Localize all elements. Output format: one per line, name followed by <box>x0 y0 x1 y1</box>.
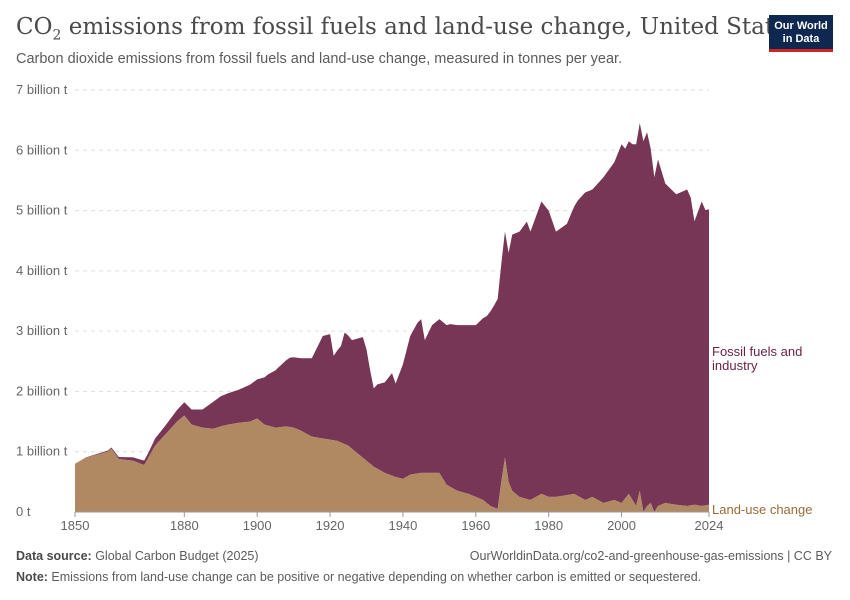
x-tick-label: 1850 <box>61 518 90 533</box>
owid-logo[interactable]: Our World in Data <box>769 15 833 52</box>
x-tick-label: 1900 <box>243 518 272 533</box>
page-subtitle: Carbon dioxide emissions from fossil fue… <box>16 51 623 67</box>
chart-note: Note: Emissions from land-use change can… <box>16 570 702 584</box>
x-tick-label: 1920 <box>316 518 345 533</box>
x-tick-label: 1960 <box>461 518 490 533</box>
x-tick-label: 1980 <box>534 518 563 533</box>
series-area-fossil-fuels[interactable] <box>75 123 709 513</box>
y-tick-label: 2 billion t <box>16 383 68 398</box>
x-tick-label: 2024 <box>695 518 724 533</box>
x-tick-label: 1880 <box>170 518 199 533</box>
x-tick-label: 2000 <box>607 518 636 533</box>
y-tick-label: 1 billion t <box>16 444 68 459</box>
y-tick-label: 4 billion t <box>16 263 68 278</box>
series-label-land-use-change: Land-use change <box>712 502 812 517</box>
y-tick-label: 7 billion t <box>16 82 68 97</box>
series-label-fossil-fuels: Fossil fuels and <box>712 344 802 359</box>
y-tick-label: 3 billion t <box>16 323 68 338</box>
data-source: Data source: Global Carbon Budget (2025) <box>16 549 259 563</box>
y-tick-label: 5 billion t <box>16 203 68 218</box>
y-tick-label: 0 t <box>16 504 31 519</box>
page-title: CO2 emissions from fossil fuels and land… <box>16 14 800 44</box>
x-tick-label: 1940 <box>388 518 417 533</box>
source-url-link[interactable]: OurWorldinData.org/co2-and-greenhouse-ga… <box>469 549 832 563</box>
series-label-fossil-fuels-line2: industry <box>712 358 758 373</box>
y-tick-label: 6 billion t <box>16 142 68 157</box>
series-area-land-use-change[interactable] <box>75 415 709 512</box>
